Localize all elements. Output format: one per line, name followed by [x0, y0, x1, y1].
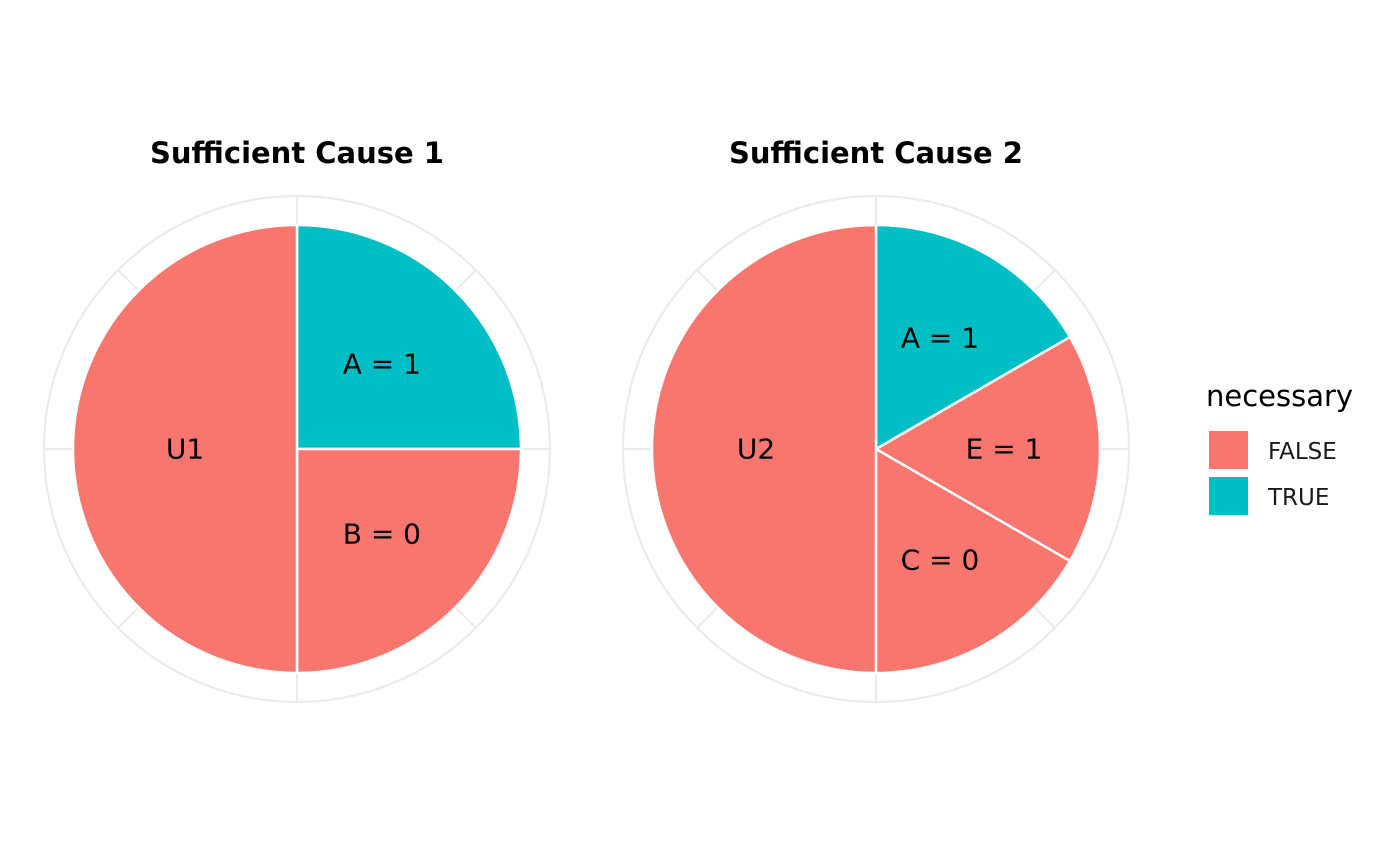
- legend-key-false: [1209, 431, 1248, 469]
- pie-slice-u1: [71, 223, 299, 675]
- slice-labels: A = 1 E = 1 C = 0 U2: [737, 322, 1043, 577]
- slice-label-u1: U1: [166, 433, 204, 466]
- legend-title: necessary: [1206, 379, 1353, 413]
- slice-label-u2: U2: [737, 432, 775, 465]
- pie-slice-a-1: [295, 223, 523, 451]
- slice-label-b-0: B = 0: [343, 517, 421, 550]
- panel-sufficient-cause-1: Sufficient Cause 1 A = 1 B = 0 U1: [42, 136, 552, 704]
- pie-slice-c-0: [874, 447, 1072, 675]
- panel-title: Sufficient Cause 2: [729, 136, 1023, 170]
- pie-slice-a-1: [874, 223, 1072, 451]
- slice-labels: A = 1 B = 0 U1: [166, 348, 421, 551]
- slice-label-a-1: A = 1: [343, 348, 421, 381]
- legend-label-true: TRUE: [1267, 485, 1329, 511]
- panel-title: Sufficient Cause 1: [150, 136, 444, 170]
- pie-slices: [71, 223, 523, 675]
- pie-slices: [650, 223, 1102, 675]
- panel-sufficient-cause-2: Sufficient Cause 2 A = 1 E = 1 C = 0 U2: [621, 136, 1131, 704]
- pie-slice-u2: [650, 223, 878, 675]
- slice-label-e-1: E = 1: [966, 433, 1043, 466]
- slice-label-c-0: C = 0: [901, 543, 980, 576]
- pie-slice-e-1: [874, 335, 1102, 563]
- pie-slice-b-0: [295, 447, 523, 675]
- slice-label-a-1: A = 1: [901, 322, 979, 355]
- legend-key-true: [1209, 477, 1248, 515]
- legend-label-false: FALSE: [1268, 439, 1337, 465]
- legend: necessary FALSE TRUE: [1206, 379, 1353, 515]
